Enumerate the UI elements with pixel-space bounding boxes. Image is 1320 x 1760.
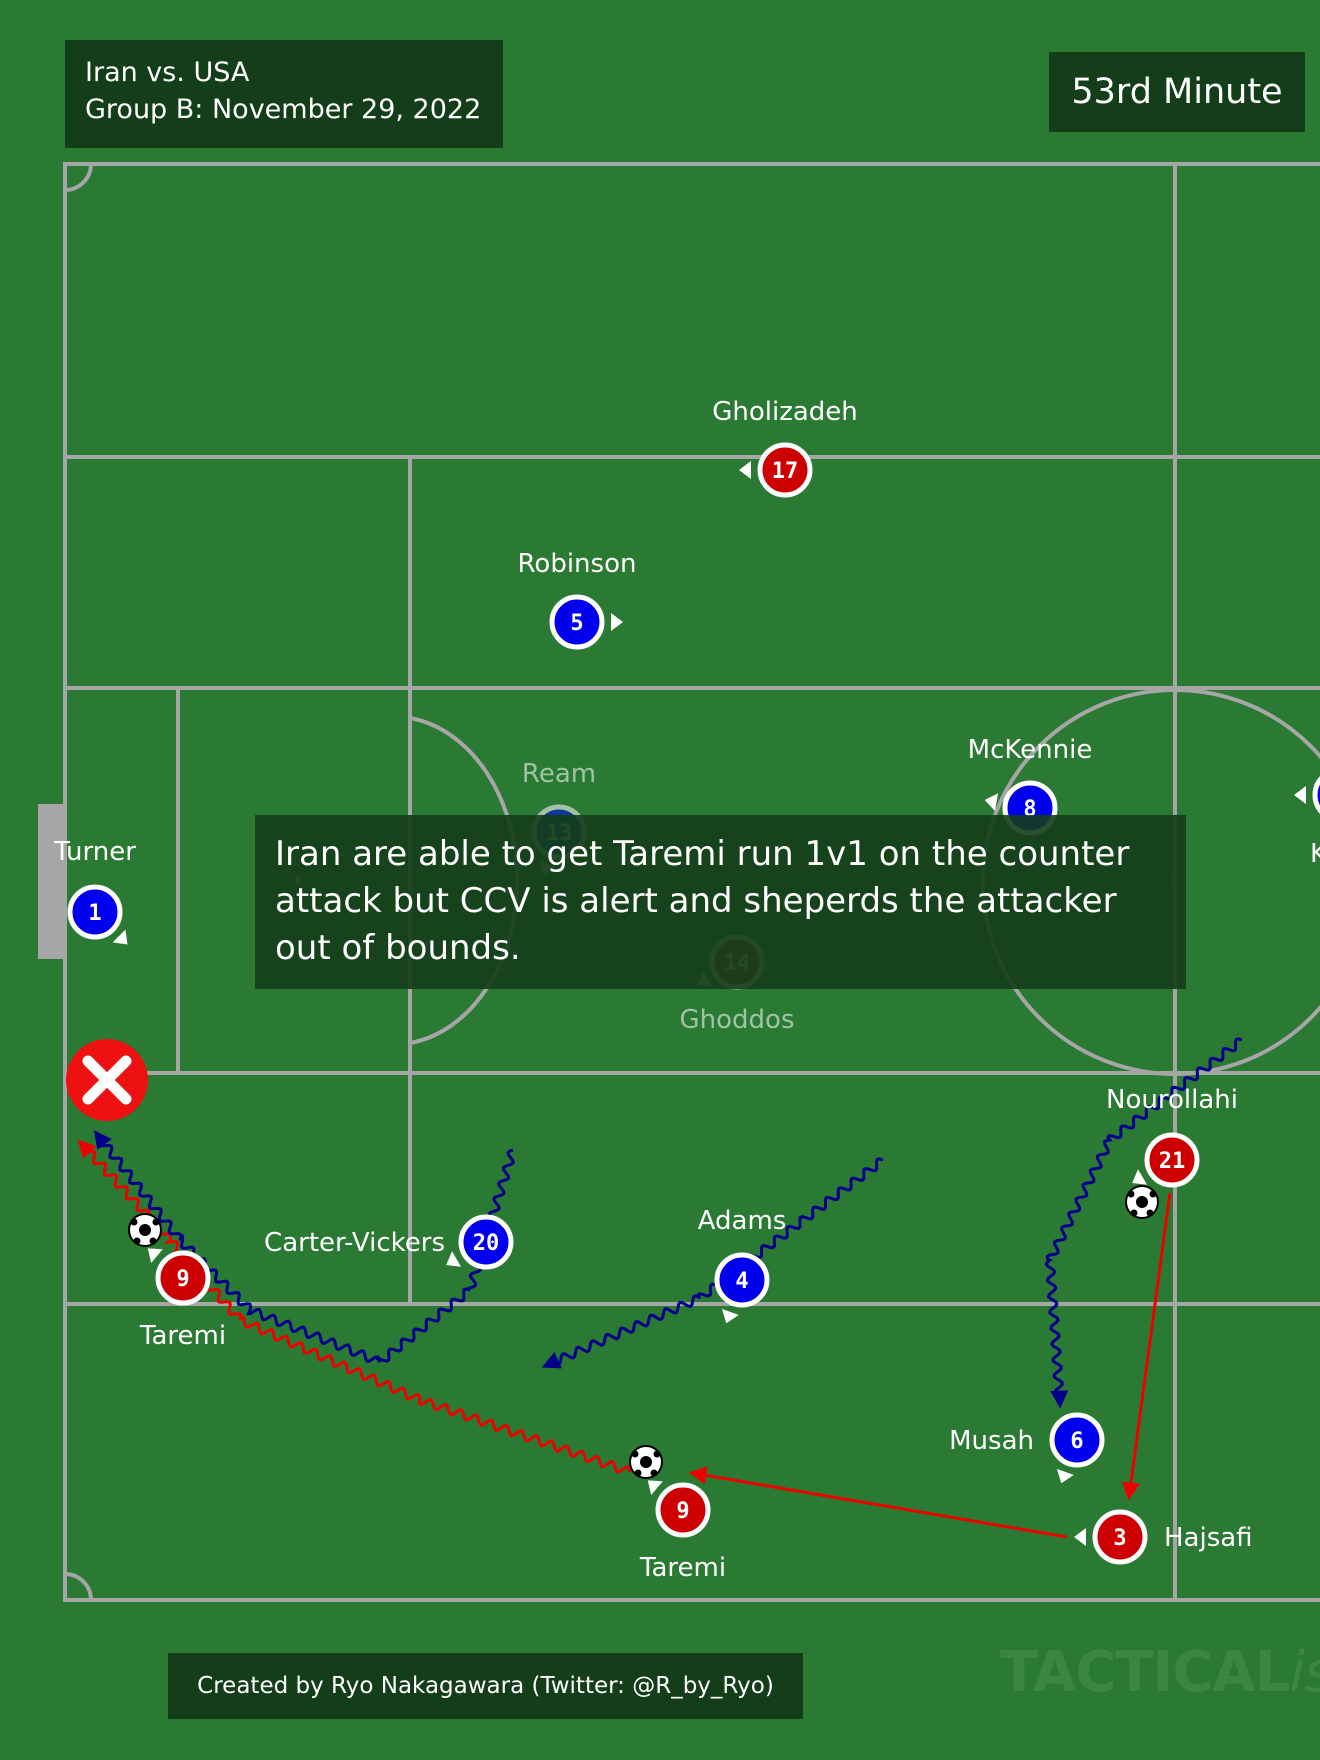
- player-marker: 1 Turner: [53, 837, 136, 945]
- player-marker: 17 Gholizadeh: [712, 397, 858, 498]
- facing-arrow: [611, 613, 623, 631]
- player-marker: 21 Nourollahi: [1106, 1085, 1238, 1188]
- facing-arrow: [1056, 1468, 1074, 1484]
- player-marker: 9 Taremi: [639, 1480, 726, 1583]
- player-marker: 6 Musah: [949, 1412, 1105, 1484]
- facing-arrow: [721, 1308, 739, 1324]
- facing-arrow: [984, 793, 999, 811]
- player-name: Carter-Vickers: [264, 1228, 445, 1258]
- player-circle: [67, 884, 123, 940]
- player-marker: K: [1294, 776, 1320, 869]
- annotation-text: Iran are able to get Taremi run 1v1 on t…: [255, 815, 1186, 989]
- match-info-box: Iran vs. USA Group B: November 29, 2022: [65, 40, 503, 148]
- player-name: Nourollahi: [1106, 1085, 1238, 1115]
- watermark-italic: ista: [1289, 1640, 1320, 1705]
- credit-text: Created by Ryo Nakagawara (Twitter: @R_b…: [168, 1653, 803, 1719]
- player-name: Adams: [698, 1206, 787, 1236]
- soccer-ball-icon: [128, 1213, 162, 1247]
- adams-run: [541, 1157, 884, 1369]
- player-number: 5: [570, 611, 583, 636]
- player-number: 20: [473, 1231, 500, 1256]
- goal: [38, 804, 65, 959]
- facing-arrow: [147, 1248, 163, 1264]
- player-name: K: [1310, 839, 1320, 869]
- pass-hajsafi-to-taremi: [688, 1466, 1068, 1539]
- soccer-ball-icon: [629, 1445, 663, 1479]
- tacticalista-logo: TACTICALista: [1000, 1640, 1320, 1705]
- minute-badge: 53rd Minute: [1049, 52, 1305, 132]
- player-circle: [1049, 1412, 1105, 1468]
- player-number: 4: [735, 1269, 748, 1294]
- player-name: Gholizadeh: [712, 397, 858, 427]
- player-circle: [458, 1214, 514, 1270]
- x-circle-icon: [66, 1039, 148, 1121]
- movement-runs: [77, 1037, 1243, 1474]
- player-circle: [1144, 1132, 1200, 1188]
- facing-arrow: [1074, 1528, 1086, 1546]
- facing-arrow: [739, 461, 751, 479]
- watermark-main: TACTICAL: [1000, 1640, 1290, 1705]
- player-name: Taremi: [639, 1553, 726, 1583]
- pass-nourollahi-to-hajsafi: [1122, 1192, 1172, 1501]
- taremi-dribble-run: [77, 1139, 632, 1474]
- player-circle: [714, 1252, 770, 1308]
- player-circle: [1312, 776, 1320, 814]
- player-circle: [155, 1250, 211, 1306]
- soccer-ball-icon: [1125, 1185, 1159, 1219]
- player-name: Taremi: [139, 1321, 226, 1351]
- facing-arrow: [647, 1480, 663, 1496]
- player-circle: [655, 1482, 711, 1538]
- player-number: 17: [772, 459, 799, 484]
- player-number: 6: [1070, 1429, 1083, 1454]
- player-marker: 9 Taremi: [139, 1248, 226, 1351]
- player-number: 9: [676, 1499, 689, 1524]
- player-name: Robinson: [518, 549, 637, 579]
- player-number: 1: [88, 901, 101, 926]
- player-circle: [549, 594, 605, 650]
- player-number: 9: [176, 1267, 189, 1292]
- player-name: Hajsafi: [1164, 1523, 1253, 1553]
- player-name: Turner: [53, 837, 136, 867]
- player-marker: 20 Carter-Vickers: [264, 1214, 514, 1270]
- match-subtitle: Group B: November 29, 2022: [85, 94, 482, 125]
- match-title: Iran vs. USA: [85, 57, 250, 88]
- player-name: Musah: [949, 1426, 1034, 1456]
- player-name: McKennie: [968, 735, 1093, 765]
- player-marker: 4 Adams: [698, 1206, 787, 1324]
- facing-arrow: [446, 1251, 462, 1267]
- player-name: Ream: [522, 759, 596, 789]
- player-number: 21: [1159, 1149, 1186, 1174]
- musah-run: [1044, 1037, 1243, 1409]
- passes: [688, 1192, 1172, 1539]
- facing-arrow: [1294, 786, 1306, 804]
- player-name: Ghoddos: [680, 1005, 795, 1035]
- player-circle: [1092, 1509, 1148, 1565]
- facing-arrow: [1132, 1169, 1148, 1185]
- facing-arrow: [112, 929, 128, 945]
- player-number: 3: [1113, 1526, 1126, 1551]
- player-marker: 3 Hajsafi: [1074, 1509, 1253, 1565]
- player-marker: 5 Robinson: [518, 549, 637, 650]
- players-layer: 1Turner5Robinson13Ream8McKennie20Carter-…: [53, 397, 1320, 1583]
- player-circle: [757, 442, 813, 498]
